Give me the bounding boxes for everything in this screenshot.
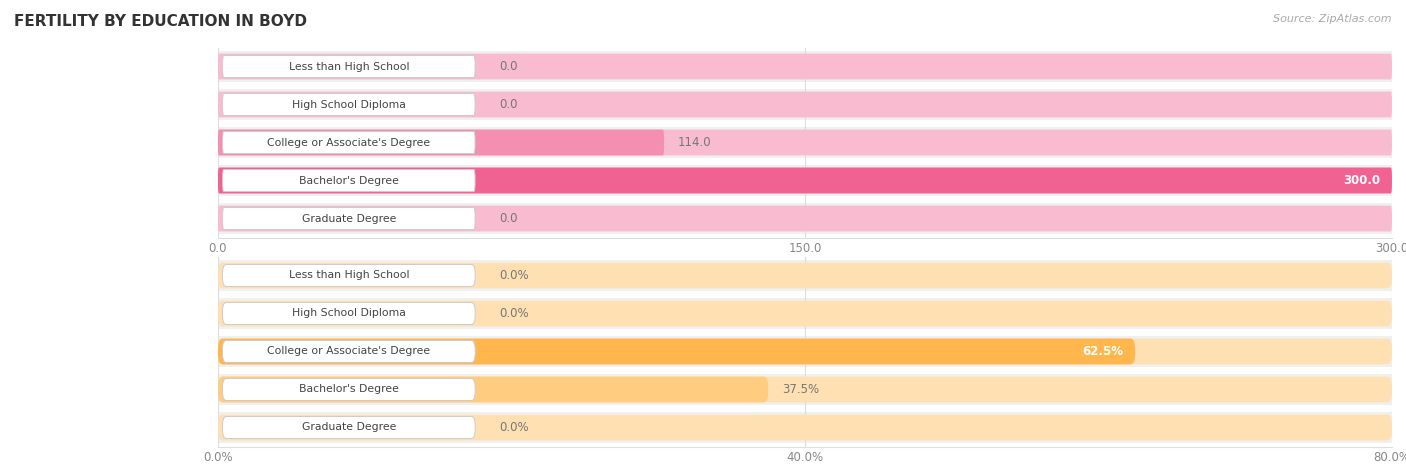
FancyBboxPatch shape — [222, 379, 475, 400]
FancyBboxPatch shape — [222, 303, 475, 324]
FancyBboxPatch shape — [218, 336, 1392, 367]
FancyBboxPatch shape — [218, 377, 1392, 402]
Text: College or Associate's Degree: College or Associate's Degree — [267, 137, 430, 148]
FancyBboxPatch shape — [218, 339, 1135, 364]
FancyBboxPatch shape — [218, 374, 1392, 405]
Text: Less than High School: Less than High School — [288, 61, 409, 72]
FancyBboxPatch shape — [218, 92, 1392, 117]
FancyBboxPatch shape — [218, 301, 1392, 326]
FancyBboxPatch shape — [218, 298, 1392, 329]
FancyBboxPatch shape — [222, 265, 475, 286]
Text: Source: ZipAtlas.com: Source: ZipAtlas.com — [1274, 14, 1392, 24]
FancyBboxPatch shape — [218, 165, 1392, 196]
FancyBboxPatch shape — [218, 130, 1392, 155]
Text: Less than High School: Less than High School — [288, 270, 409, 281]
Text: High School Diploma: High School Diploma — [292, 99, 406, 110]
FancyBboxPatch shape — [222, 170, 475, 191]
FancyBboxPatch shape — [222, 208, 475, 229]
Text: College or Associate's Degree: College or Associate's Degree — [267, 346, 430, 357]
FancyBboxPatch shape — [222, 56, 475, 77]
Text: 0.0: 0.0 — [499, 212, 519, 225]
FancyBboxPatch shape — [218, 51, 1392, 82]
Text: 62.5%: 62.5% — [1083, 345, 1123, 358]
Text: Bachelor's Degree: Bachelor's Degree — [299, 175, 399, 186]
Text: 0.0%: 0.0% — [499, 421, 529, 434]
FancyBboxPatch shape — [218, 339, 1392, 364]
FancyBboxPatch shape — [218, 412, 1392, 443]
Text: 37.5%: 37.5% — [782, 383, 820, 396]
Text: 0.0%: 0.0% — [499, 307, 529, 320]
Text: 0.0: 0.0 — [499, 60, 519, 73]
FancyBboxPatch shape — [218, 168, 1392, 193]
FancyBboxPatch shape — [218, 89, 1392, 120]
FancyBboxPatch shape — [218, 127, 1392, 158]
FancyBboxPatch shape — [222, 417, 475, 438]
FancyBboxPatch shape — [218, 130, 664, 155]
FancyBboxPatch shape — [222, 94, 475, 115]
Text: 0.0: 0.0 — [499, 98, 519, 111]
FancyBboxPatch shape — [218, 203, 1392, 234]
Text: High School Diploma: High School Diploma — [292, 308, 406, 319]
Text: Bachelor's Degree: Bachelor's Degree — [299, 384, 399, 395]
Text: Graduate Degree: Graduate Degree — [302, 422, 396, 433]
FancyBboxPatch shape — [218, 54, 1392, 79]
Text: FERTILITY BY EDUCATION IN BOYD: FERTILITY BY EDUCATION IN BOYD — [14, 14, 307, 29]
Text: 300.0: 300.0 — [1343, 174, 1381, 187]
FancyBboxPatch shape — [222, 132, 475, 153]
Text: Graduate Degree: Graduate Degree — [302, 213, 396, 224]
FancyBboxPatch shape — [218, 168, 1392, 193]
Text: 114.0: 114.0 — [678, 136, 711, 149]
FancyBboxPatch shape — [218, 206, 1392, 231]
FancyBboxPatch shape — [218, 415, 1392, 440]
FancyBboxPatch shape — [218, 263, 1392, 288]
FancyBboxPatch shape — [218, 260, 1392, 291]
FancyBboxPatch shape — [218, 377, 768, 402]
Text: 0.0%: 0.0% — [499, 269, 529, 282]
FancyBboxPatch shape — [222, 341, 475, 362]
